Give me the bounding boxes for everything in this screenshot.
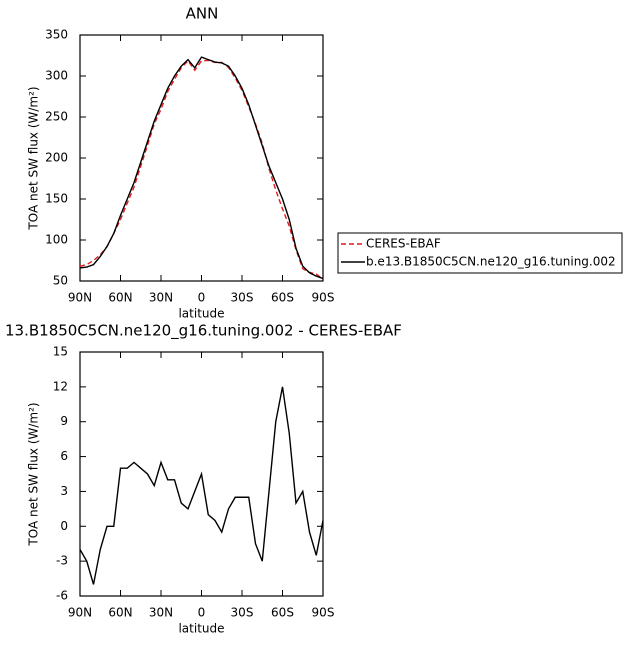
y-axis-label: TOA net SW flux (W/m²) <box>27 402 41 546</box>
y-tick-label: 150 <box>45 192 68 206</box>
y-tick-label: -3 <box>56 554 68 568</box>
y-tick-label: 3 <box>60 484 68 498</box>
x-tick-label: 60S <box>271 291 294 305</box>
x-tick-label: 90S <box>312 606 335 620</box>
y-tick-label: 350 <box>45 28 68 42</box>
x-tick-label: 90S <box>312 291 335 305</box>
y-axis-label: TOA net SW flux (W/m²) <box>27 86 41 230</box>
y-tick-label: 200 <box>45 151 68 165</box>
x-tick-label: 30N <box>149 291 173 305</box>
data-line <box>79 59 324 280</box>
x-tick-label: 0 <box>198 606 206 620</box>
x-tick-label: 30S <box>231 291 254 305</box>
x-tick-label: 30N <box>149 606 173 620</box>
chart-title: 13.B1850C5CN.ne120_g16.tuning.002 - CERE… <box>5 322 402 341</box>
y-tick-label: 250 <box>45 110 68 124</box>
data-line <box>79 386 324 585</box>
x-tick-label: 0 <box>198 291 206 305</box>
y-tick-label: 15 <box>53 345 68 359</box>
y-tick-label: -6 <box>56 589 68 603</box>
legend-label: CERES-EBAF <box>366 237 441 251</box>
y-tick-label: 9 <box>60 414 68 428</box>
y-tick-label: 12 <box>53 379 68 393</box>
y-tick-label: 100 <box>45 233 68 247</box>
legend-label: b.e13.B1850C5CN.ne120_g16.tuning.002 <box>366 255 616 269</box>
y-tick-label: 50 <box>53 274 68 288</box>
x-axis-label: latitude <box>178 307 224 321</box>
x-tick-label: 90N <box>68 291 92 305</box>
plot-frame <box>79 34 324 282</box>
x-axis-label: latitude <box>178 622 224 636</box>
y-tick-label: 300 <box>45 69 68 83</box>
x-tick-label: 60N <box>108 606 132 620</box>
chart-title: ANN <box>186 5 219 23</box>
y-tick-label: 6 <box>60 449 68 463</box>
data-line <box>79 56 324 280</box>
x-tick-label: 60S <box>271 606 294 620</box>
x-tick-label: 90N <box>68 606 92 620</box>
y-tick-label: 0 <box>60 519 68 533</box>
x-tick-label: 30S <box>231 606 254 620</box>
legend-box <box>337 232 623 274</box>
x-tick-label: 60N <box>108 291 132 305</box>
